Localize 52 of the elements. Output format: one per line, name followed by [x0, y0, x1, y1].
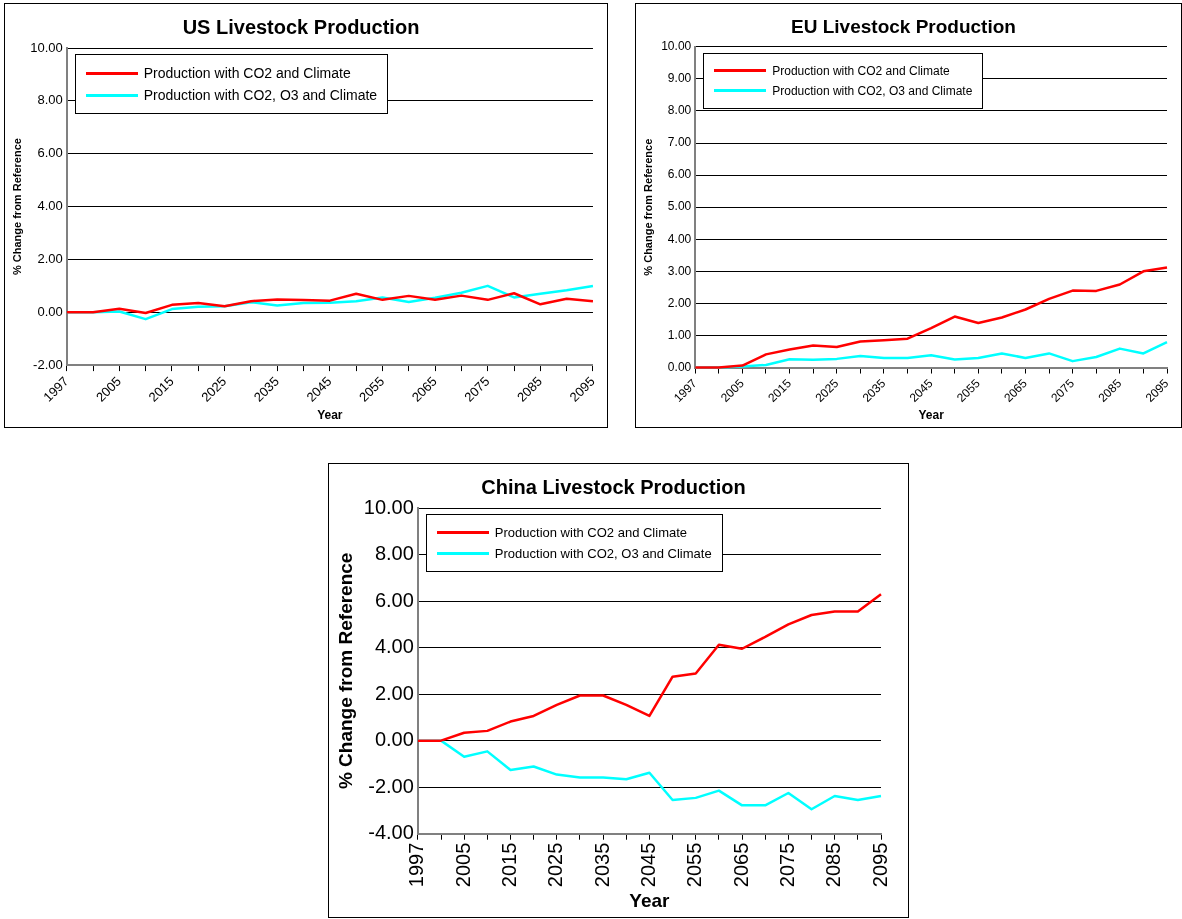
x-tick-label: 2035 — [590, 842, 613, 888]
y-tick-label: 4.00 — [37, 198, 63, 214]
y-tick-label: 10.00 — [30, 39, 63, 55]
y-tick-label: 4.00 — [667, 231, 692, 246]
y-tick-label: 8.00 — [37, 92, 63, 108]
x-tick-label: 2015 — [497, 842, 520, 888]
chart-title: US Livestock Production — [182, 15, 420, 38]
chart-title: China Livestock Production — [481, 475, 746, 498]
y-tick-label: 10.00 — [363, 495, 414, 518]
chart-title: EU Livestock Production — [791, 15, 1016, 37]
x-tick-label: 1997 — [405, 842, 428, 888]
y-tick-label: -2.00 — [368, 774, 414, 797]
x-axis-title: Year — [918, 408, 945, 423]
y-tick-label: 7.00 — [667, 135, 692, 150]
y-axis-title: % Change from Reference — [641, 138, 654, 276]
y-tick-label: 8.00 — [667, 103, 692, 118]
y-tick-label: 0.00 — [667, 359, 692, 374]
y-tick-label: 2.00 — [667, 295, 692, 310]
y-tick-label: 5.00 — [667, 199, 692, 214]
x-tick-label: 2085 — [822, 842, 845, 888]
x-axis-title: Year — [317, 408, 343, 423]
x-tick-label: 2095 — [868, 842, 891, 888]
y-tick-label: -4.00 — [368, 821, 414, 844]
y-tick-label: 4.00 — [374, 635, 414, 658]
y-tick-label: 9.00 — [667, 71, 692, 86]
x-tick-label: 2055 — [683, 842, 706, 888]
legend-label: Production with CO2 and Climate — [772, 63, 950, 78]
y-tick-label: 2.00 — [374, 681, 414, 704]
y-tick-label: 0.00 — [37, 303, 63, 319]
y-tick-label: 6.00 — [667, 167, 692, 182]
x-tick-label: 2025 — [544, 842, 567, 888]
legend-label: Production with CO2, O3 and Climate — [143, 87, 378, 103]
y-tick-label: 3.00 — [667, 263, 692, 278]
y-axis-title: % Change from Reference — [334, 552, 356, 790]
y-tick-label: 8.00 — [374, 542, 414, 565]
y-tick-label: 2.00 — [37, 250, 63, 266]
x-tick-label: 2075 — [775, 842, 798, 888]
legend-label: Production with CO2, O3 and Climate — [772, 83, 973, 98]
legend-label: Production with CO2 and Climate — [494, 525, 688, 540]
y-tick-label: -2.00 — [33, 356, 63, 372]
y-tick-label: 10.00 — [661, 39, 692, 54]
x-tick-label: 2045 — [636, 842, 659, 888]
y-axis-title: % Change from Reference — [10, 138, 23, 276]
x-axis-title: Year — [629, 889, 671, 911]
legend-label: Production with CO2, O3 and Climate — [494, 546, 712, 561]
y-tick-label: 0.00 — [374, 728, 414, 751]
x-tick-label: 2005 — [451, 842, 474, 888]
legend-label: Production with CO2 and Climate — [143, 65, 351, 81]
y-tick-label: 1.00 — [667, 327, 692, 342]
x-tick-label: 2065 — [729, 842, 752, 888]
y-tick-label: 6.00 — [37, 145, 63, 161]
y-tick-label: 6.00 — [374, 588, 414, 611]
